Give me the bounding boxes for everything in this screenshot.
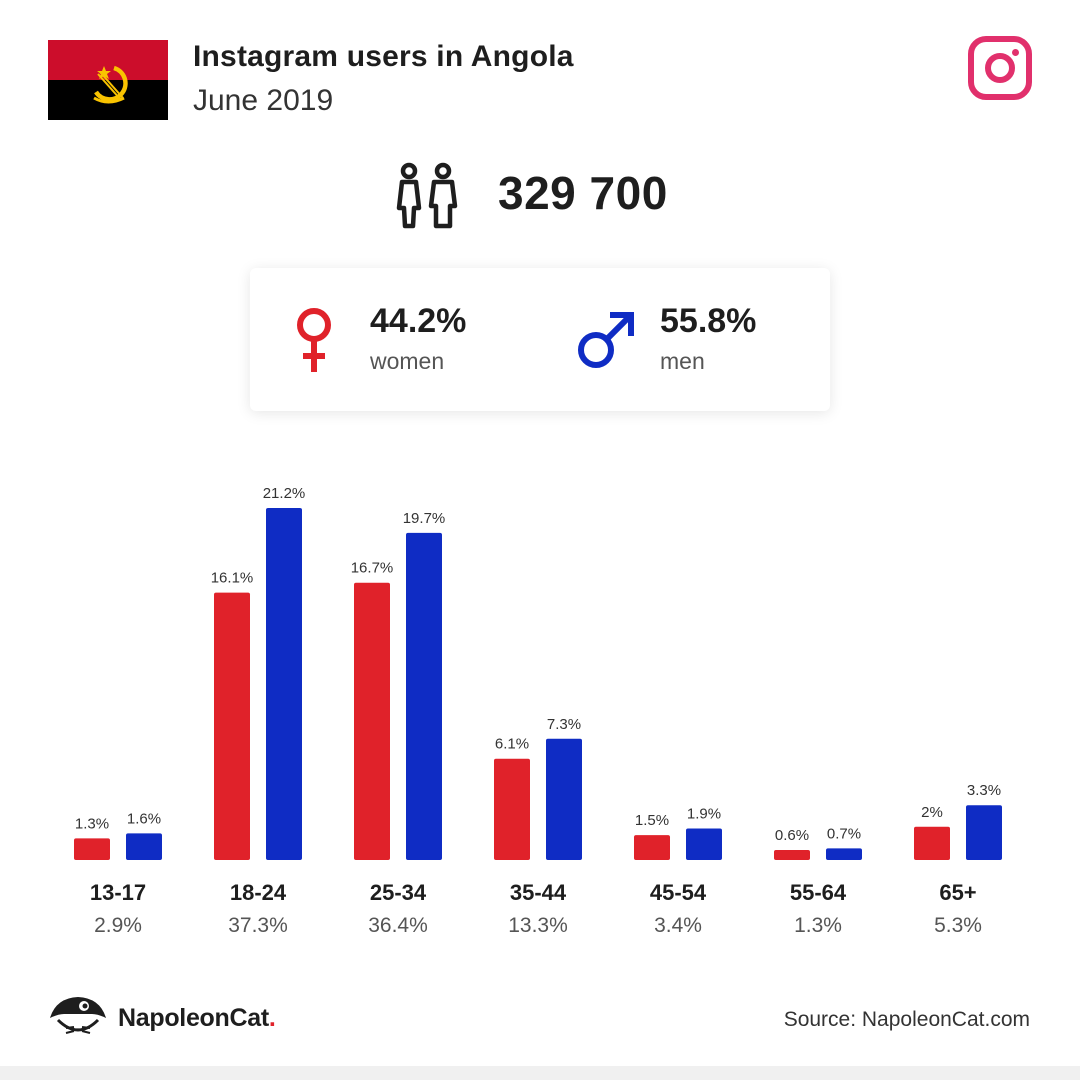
bar-men-65+ [966, 805, 1002, 860]
age-category-total: 1.3% [794, 914, 842, 937]
brand-dot: . [268, 1004, 276, 1032]
age-category-total: 36.4% [368, 914, 428, 937]
bar-value-label: 1.6% [127, 810, 161, 827]
bar-value-label: 1.5% [635, 812, 669, 829]
age-category-total: 13.3% [508, 914, 568, 937]
instagram-icon [968, 36, 1032, 100]
bar-value-label: 2% [921, 804, 943, 821]
footer-strip [0, 1066, 1080, 1080]
bar-value-label: 3.3% [967, 782, 1001, 799]
bar-women-65+ [914, 826, 950, 860]
bar-women-25-34 [354, 582, 390, 860]
male-symbol-icon [578, 312, 634, 368]
bar-value-label: 1.3% [75, 815, 109, 832]
page-title: Instagram users in Angola [193, 40, 574, 73]
gender-split-card: 44.2% women 55.8% men [250, 268, 830, 411]
age-category-total: 2.9% [94, 914, 142, 937]
bar-men-45-54 [686, 828, 722, 860]
people-icon [396, 162, 458, 229]
bar-value-label: 6.1% [495, 736, 529, 753]
bar-men-13-17 [126, 833, 162, 860]
age-category-total: 3.4% [654, 914, 702, 937]
bar-men-25-34 [406, 532, 442, 860]
age-category-label: 35-44 [510, 880, 567, 905]
bar-men-55-64 [826, 848, 862, 860]
age-category-total: 5.3% [934, 914, 982, 937]
bar-women-45-54 [634, 835, 670, 860]
bar-women-13-17 [74, 838, 110, 860]
bar-value-label: 0.6% [775, 827, 809, 844]
bar-value-label: 0.7% [827, 825, 861, 842]
women-label: women [370, 348, 445, 374]
napoleoncat-logo-icon [50, 997, 106, 1034]
female-symbol-icon [297, 308, 331, 372]
bar-value-label: 19.7% [403, 510, 446, 527]
bar-women-55-64 [774, 850, 810, 860]
age-category-label: 55-64 [790, 880, 847, 905]
age-category-total: 37.3% [228, 914, 288, 937]
angola-flag-icon [48, 40, 168, 120]
bar-men-35-44 [546, 738, 582, 860]
bar-men-18-24 [266, 508, 302, 860]
bar-value-label: 16.1% [211, 570, 254, 587]
age-category-label: 65+ [939, 880, 976, 905]
page-subtitle: June 2019 [193, 84, 334, 117]
bar-value-label: 16.7% [351, 560, 394, 577]
age-bar-chart: 1.3% 1.6% 13-17 2.9% 16.1% 21.2% 18-24 37.3% 16.… [74, 485, 1002, 937]
bar-women-18-24 [214, 592, 250, 860]
bar-value-label: 7.3% [547, 716, 581, 733]
brand-name: NapoleonCat. [118, 1004, 276, 1033]
men-label: men [660, 348, 705, 374]
brand-text: NapoleonCat [118, 1004, 269, 1032]
age-category-label: 45-54 [650, 880, 707, 905]
women-percentage: 44.2% [370, 302, 467, 340]
bar-women-35-44 [494, 758, 530, 860]
total-users-count: 329 700 [498, 167, 668, 219]
age-category-label: 13-17 [90, 880, 146, 905]
bar-value-label: 1.9% [687, 805, 721, 822]
age-category-label: 18-24 [230, 880, 287, 905]
bar-value-label: 21.2% [263, 485, 306, 502]
men-percentage: 55.8% [660, 302, 757, 340]
source-credit: Source: NapoleonCat.com [783, 1008, 1030, 1031]
age-category-label: 25-34 [370, 880, 427, 905]
